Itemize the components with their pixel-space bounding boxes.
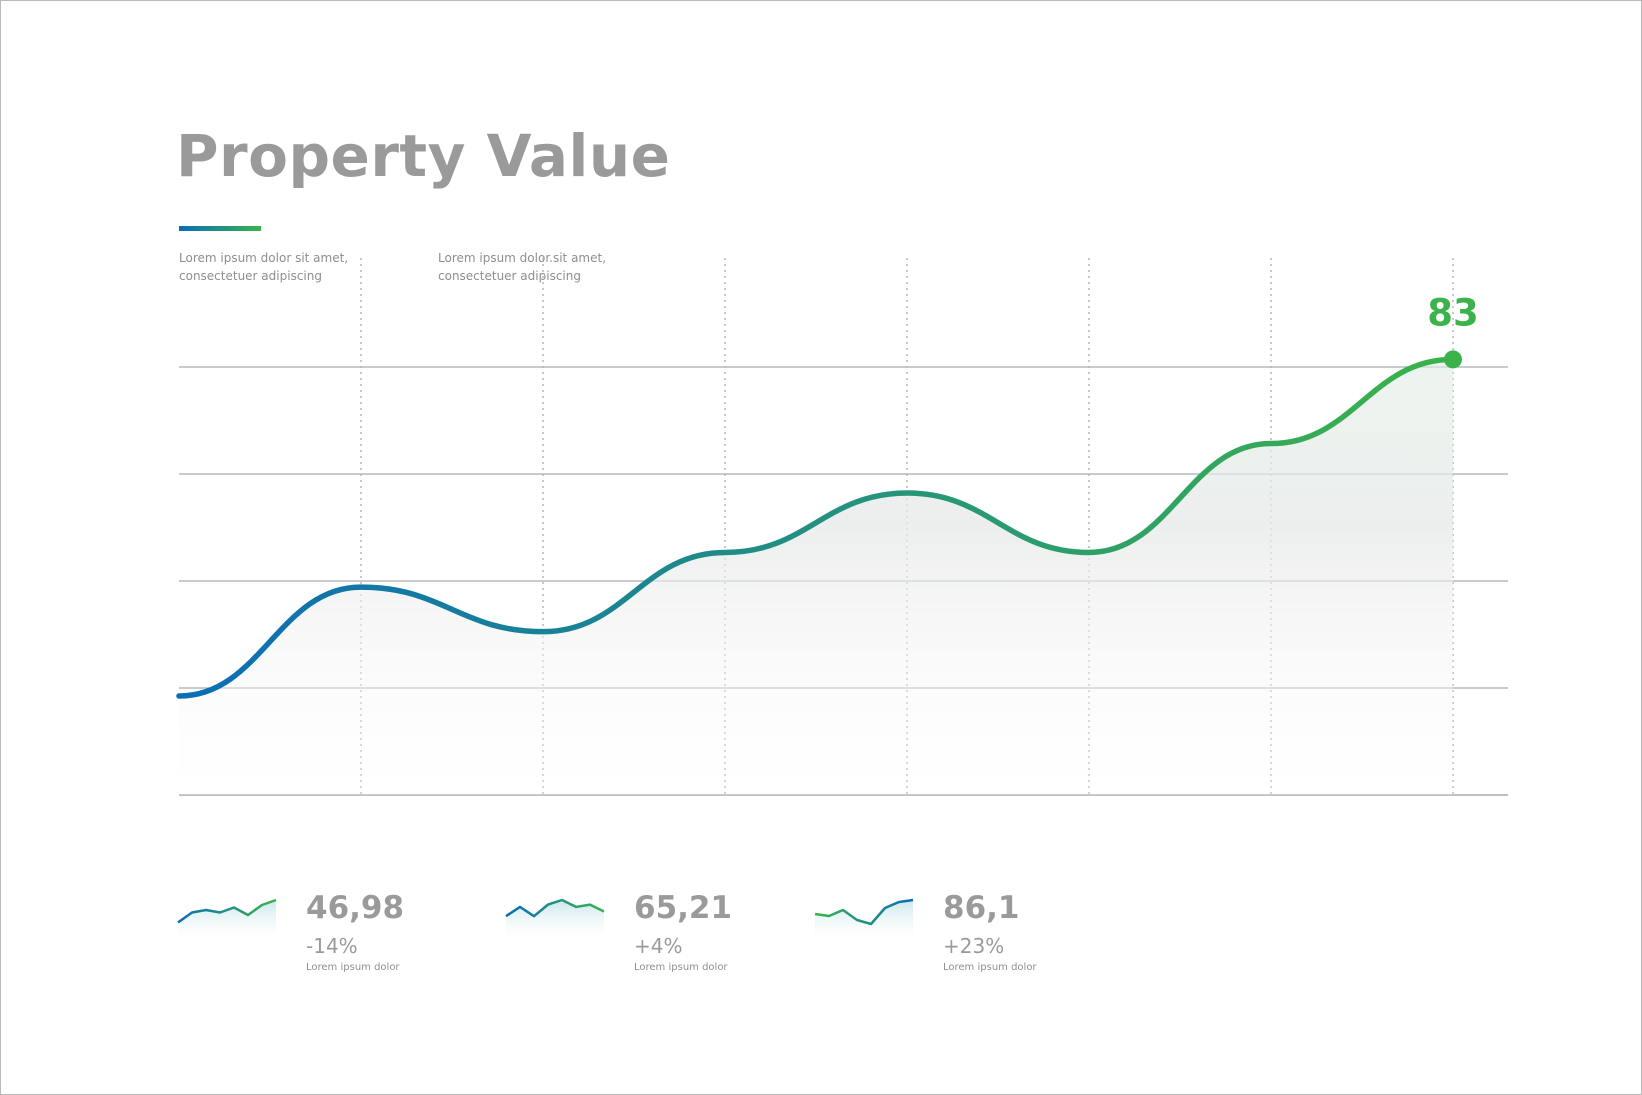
- stat-label: Lorem ipsum dolor: [634, 962, 728, 973]
- page-title: Property Value: [176, 122, 671, 190]
- stat-value: 46,98: [306, 890, 405, 926]
- stat-change: +23%: [943, 934, 1005, 958]
- stat-label: Lorem ipsum dolor: [943, 962, 1037, 973]
- sparkline-line: [505, 898, 605, 918]
- sparkline-3: [814, 898, 914, 944]
- annotation-note-1: Lorem ipsum dolor sit amet, consectetuer…: [179, 249, 348, 285]
- annotation-note-2-line-1: Lorem ipsum dolor.sit amet,: [438, 251, 607, 265]
- stat-card-3: 86,1 +23% Lorem ipsum dolor: [813, 880, 1113, 990]
- sparkline-1: [177, 898, 277, 944]
- stat-value: 65,21: [634, 890, 733, 926]
- annotation-note-2-line-2: consectetuer adipiscing: [438, 269, 581, 283]
- stat-change: -14%: [306, 934, 358, 958]
- annotation-note-1-line-1: Lorem ipsum dolor sit amet,: [179, 251, 349, 265]
- annotation-note-1-line-2: consectetuer adipiscing: [179, 269, 322, 283]
- title-accent-bar: [179, 226, 261, 231]
- series-line: [176, 356, 1456, 699]
- sparkline-2: [505, 898, 605, 944]
- annotation-note-2: Lorem ipsum dolor.sit amet, consectetuer…: [438, 249, 606, 285]
- sparkline-line: [177, 898, 277, 924]
- area-fill: [179, 359, 1453, 795]
- stat-change: +4%: [634, 934, 683, 958]
- end-value-label: 83: [1427, 291, 1479, 334]
- stat-label: Lorem ipsum dolor: [306, 962, 400, 973]
- sparkline-line: [814, 898, 914, 926]
- sparkline-area: [506, 900, 604, 944]
- stat-value: 86,1: [943, 890, 1020, 926]
- end-point-marker: [1444, 350, 1462, 369]
- stat-card-1: 46,98 -14% Lorem ipsum dolor: [176, 880, 476, 990]
- stat-card-2: 65,21 +4% Lorem ipsum dolor: [504, 880, 804, 990]
